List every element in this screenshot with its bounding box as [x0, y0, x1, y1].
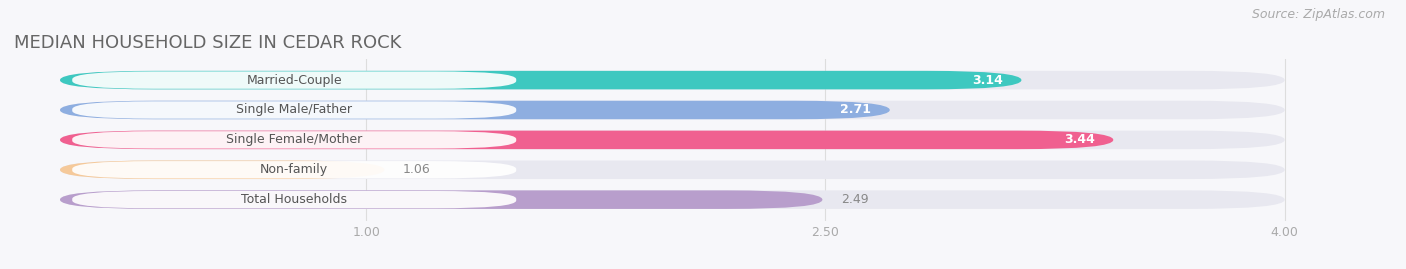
Text: Single Male/Father: Single Male/Father — [236, 104, 353, 116]
FancyBboxPatch shape — [72, 72, 516, 89]
FancyBboxPatch shape — [60, 131, 1114, 149]
FancyBboxPatch shape — [72, 101, 516, 119]
FancyBboxPatch shape — [60, 161, 1285, 179]
FancyBboxPatch shape — [60, 71, 1285, 89]
Text: 3.14: 3.14 — [972, 74, 1002, 87]
Text: Total Households: Total Households — [242, 193, 347, 206]
FancyBboxPatch shape — [72, 131, 516, 148]
Text: Single Female/Mother: Single Female/Mother — [226, 133, 363, 146]
FancyBboxPatch shape — [60, 101, 1285, 119]
FancyBboxPatch shape — [60, 161, 385, 179]
FancyBboxPatch shape — [60, 190, 1285, 209]
Text: Married-Couple: Married-Couple — [246, 74, 342, 87]
FancyBboxPatch shape — [60, 190, 823, 209]
Text: MEDIAN HOUSEHOLD SIZE IN CEDAR ROCK: MEDIAN HOUSEHOLD SIZE IN CEDAR ROCK — [14, 34, 402, 52]
Text: 1.06: 1.06 — [404, 163, 430, 176]
FancyBboxPatch shape — [60, 71, 1021, 89]
Text: Source: ZipAtlas.com: Source: ZipAtlas.com — [1251, 8, 1385, 21]
Text: 3.44: 3.44 — [1064, 133, 1095, 146]
FancyBboxPatch shape — [72, 191, 516, 208]
FancyBboxPatch shape — [60, 101, 890, 119]
Text: 2.71: 2.71 — [841, 104, 872, 116]
Text: 2.49: 2.49 — [841, 193, 869, 206]
Text: Non-family: Non-family — [260, 163, 328, 176]
FancyBboxPatch shape — [60, 131, 1285, 149]
FancyBboxPatch shape — [72, 161, 516, 178]
